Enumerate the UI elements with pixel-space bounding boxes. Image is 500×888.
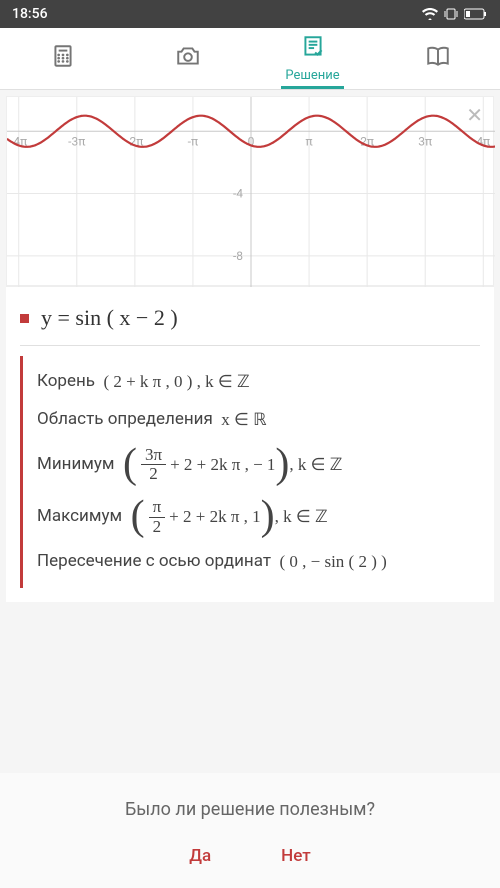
paren-close-icon: ) — [261, 502, 275, 531]
solution-domain: Область определения x ∈ ℝ — [37, 408, 480, 432]
maximum-rest: + 2 + 2k π , 1 — [169, 505, 261, 529]
root-label: Корень — [37, 370, 95, 394]
tab-book[interactable] — [375, 28, 500, 89]
battery-icon — [464, 8, 488, 20]
content: ✕ -4π-3π-2π-π0π2π3π4π-4-8 y = sin ( x − … — [0, 96, 500, 602]
minimum-frac: 3π 2 — [141, 446, 166, 484]
svg-text:π: π — [305, 134, 312, 148]
status-icons — [422, 7, 488, 21]
camera-icon — [175, 43, 201, 75]
min-frac-num: 3π — [141, 446, 166, 466]
paren-open-icon: ( — [123, 450, 137, 479]
feedback-no-button[interactable]: Нет — [281, 846, 311, 866]
tab-camera[interactable] — [125, 28, 250, 89]
graph-panel[interactable]: ✕ -4π-3π-2π-π0π2π3π4π-4-8 — [6, 96, 494, 286]
equation-text: y = sin ( x − 2 ) — [41, 305, 178, 331]
tab-calculator[interactable] — [0, 28, 125, 89]
function-graph: -4π-3π-2π-π0π2π3π4π-4-8 — [7, 97, 495, 287]
min-frac-den: 2 — [145, 465, 162, 484]
tab-solution-label: Решение — [285, 68, 339, 83]
paren-open-icon: ( — [131, 502, 145, 531]
tab-solution[interactable]: Решение — [250, 28, 375, 89]
solution-maximum: Максимум ( π 2 + 2 + 2k π , 1 ) , k ∈ ℤ — [37, 498, 480, 536]
minimum-tail: , k ∈ ℤ — [289, 453, 342, 477]
solution-block: Корень ( 2 + k π , 0 ) , k ∈ ℤ Область о… — [20, 356, 480, 588]
vibrate-icon — [444, 7, 458, 21]
feedback-panel: Было ли решение полезным? Да Нет — [0, 773, 500, 888]
status-bar: 18:56 — [0, 0, 500, 28]
domain-value: x ∈ ℝ — [221, 408, 266, 432]
maximum-frac: π 2 — [149, 498, 166, 536]
svg-text:-3π: -3π — [68, 134, 85, 148]
equation-box: y = sin ( x − 2 ) Корень ( 2 + k π , 0 )… — [6, 286, 494, 602]
wifi-icon — [422, 8, 438, 20]
solution-root: Корень ( 2 + k π , 0 ) , k ∈ ℤ — [37, 370, 480, 394]
feedback-buttons: Да Нет — [0, 846, 500, 866]
maximum-tail: , k ∈ ℤ — [275, 505, 328, 529]
domain-label: Область определения — [37, 408, 213, 432]
max-frac-num: π — [149, 498, 166, 518]
yintercept-value: ( 0 , − sin ( 2 ) ) — [279, 550, 386, 574]
feedback-question: Было ли решение полезным? — [0, 799, 500, 820]
status-time: 18:56 — [12, 6, 48, 22]
solution-minimum: Минимум ( 3π 2 + 2 + 2k π , − 1 ) , k ∈ … — [37, 446, 480, 484]
root-value: ( 2 + k π , 0 ) , k ∈ ℤ — [103, 370, 249, 394]
equation-line: y = sin ( x − 2 ) — [20, 305, 480, 346]
svg-text:3π: 3π — [418, 134, 432, 148]
book-icon — [425, 43, 451, 75]
solution-icon — [300, 34, 326, 66]
svg-text:-π: -π — [188, 134, 198, 148]
maximum-label: Максимум — [37, 505, 122, 529]
feedback-yes-button[interactable]: Да — [189, 846, 211, 866]
svg-text:-4: -4 — [233, 187, 243, 201]
minimum-rest: + 2 + 2k π , − 1 — [170, 453, 275, 477]
paren-close-icon: ) — [275, 450, 289, 479]
minimum-label: Минимум — [37, 453, 115, 477]
tab-bar: Решение — [0, 28, 500, 90]
solution-yintercept: Пересечение с осью ординат ( 0 , − sin (… — [37, 550, 480, 574]
max-frac-den: 2 — [149, 518, 166, 537]
yintercept-label: Пересечение с осью ординат — [37, 550, 271, 574]
svg-text:-8: -8 — [233, 249, 243, 263]
equation-marker — [20, 314, 29, 323]
calculator-icon — [50, 43, 76, 75]
close-icon[interactable]: ✕ — [466, 103, 483, 127]
